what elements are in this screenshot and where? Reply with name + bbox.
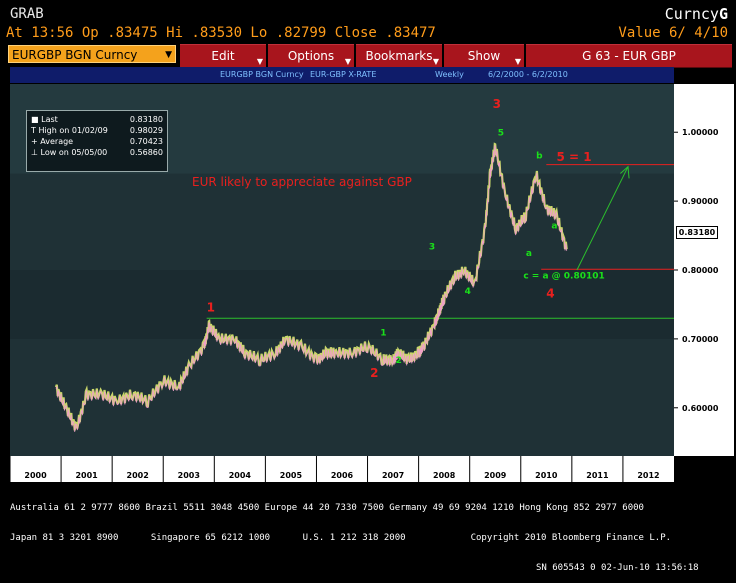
legend-high-value: 0.98029 — [129, 126, 163, 135]
options-menu[interactable]: Options ▼ — [268, 44, 354, 68]
legend-average: + Average 0.70423 — [27, 136, 167, 147]
legend-low-value: 0.56860 — [129, 148, 163, 157]
x-tick-label: 2008 — [433, 471, 456, 480]
x-tick-label: 2000 — [24, 471, 47, 480]
x-tick-label: 2012 — [637, 471, 659, 480]
edit-label: Edit — [211, 49, 235, 63]
subheader-range: 6/2/2000 - 6/2/2010 — [488, 70, 568, 79]
wave-label-13: c = a @ 0.80101 — [523, 271, 604, 281]
options-menu-arrow-icon: ▼ — [344, 57, 351, 66]
wave-label-2: 3 — [493, 97, 501, 111]
wave-label-9: 5 — [498, 129, 504, 139]
x-tick-label: 2002 — [127, 471, 149, 480]
show-label: Show — [467, 49, 501, 63]
legend-high-label: High on 01/02/09 — [38, 126, 108, 135]
footer-line-2: Japan 81 3 3201 8900 Singapore 65 6212 1… — [10, 533, 672, 543]
curncy-title-suffix: G — [718, 5, 728, 23]
y-tick-label: 1.00000 — [682, 128, 719, 137]
footer-line-1: Australia 61 2 9777 8600 Brazil 5511 304… — [10, 503, 644, 513]
legend-low-label: Low on 05/05/00 — [40, 148, 108, 157]
x-axis-panel — [10, 456, 674, 482]
curncy-title-prefix: Curncy — [664, 5, 719, 23]
x-tick-label: 2001 — [75, 471, 98, 480]
footer: Australia 61 2 9777 8600 Brazil 5511 304… — [10, 483, 699, 583]
wave-label-12: a — [551, 222, 557, 232]
y-tick-label: 0.60000 — [682, 404, 719, 413]
projection-arrow — [576, 166, 629, 271]
square-icon: ■ — [31, 115, 39, 124]
bookmarks-label: Bookmarks — [365, 49, 433, 63]
legend-avg-label: Average — [40, 137, 74, 146]
x-tick-label: 2009 — [484, 471, 507, 480]
wave-label-8: 4 — [465, 287, 471, 297]
left-title: GRAB — [10, 6, 44, 22]
subheader-period: Weekly — [435, 70, 464, 79]
price-series-candles — [55, 144, 568, 432]
page-id-label: G 63 - EUR GBP — [582, 49, 676, 63]
wave-label-5: 1 — [380, 328, 386, 338]
value-line: Value 6/ 4/10 — [618, 25, 728, 41]
subheader-desc: EUR-GBP X-RATE — [310, 70, 377, 79]
legend-low: ⊥ Low on 05/05/00 0.56860 — [27, 147, 167, 158]
bookmarks-menu-arrow-icon: ▼ — [432, 57, 439, 66]
plot-band — [10, 270, 674, 339]
x-tick-label: 2003 — [178, 471, 200, 480]
x-tick-label: 2005 — [280, 471, 303, 480]
chevron-down-icon[interactable]: ▼ — [165, 50, 172, 60]
legend-last-value: 0.83180 — [129, 115, 163, 124]
y-tick-label: 0.80000 — [682, 266, 719, 275]
wave-label-0: 1 — [207, 300, 215, 314]
x-tick-label: 2004 — [229, 471, 252, 480]
curncy-title: CurncyG — [665, 5, 728, 23]
legend-last: ■ Last 0.83180 — [27, 114, 167, 125]
wave-label-4: 5 = 1 — [557, 150, 592, 164]
y-tick-label: 0.90000 — [682, 197, 719, 206]
arrow-head-icon — [620, 165, 630, 179]
chart-legend: ■ Last 0.83180 T High on 01/02/09 0.98029 … — [26, 110, 168, 172]
x-tick-label: 2010 — [535, 471, 558, 480]
wave-label-6: 2 — [396, 356, 402, 366]
bookmarks-menu[interactable]: Bookmarks ▼ — [356, 44, 442, 68]
wave-label-3: 4 — [546, 287, 554, 301]
chart-subheader: EURGBP BGN Curncy EUR-GBP X-RATE Weekly … — [10, 67, 674, 83]
options-label: Options — [287, 49, 335, 63]
x-tick-label: 2007 — [382, 471, 404, 480]
wave-label-1: 2 — [370, 366, 378, 380]
security-input[interactable]: EURGBP BGN Curncy ▼ — [8, 45, 176, 63]
show-menu-arrow-icon: ▼ — [514, 57, 521, 66]
high-marker-icon: T — [31, 126, 36, 135]
price-chart: 1 2 3 4 5 = 1 1 2 3 4 5 a b a c = a @ 0.80101 1.00000 0… — [9, 97, 719, 482]
subheader-ticker: EURGBP BGN Curncy — [220, 70, 304, 79]
low-marker-icon: ⊥ — [31, 148, 38, 157]
x-tick-label: 2011 — [586, 471, 609, 480]
security-label: EURGBP BGN Curncy — [12, 48, 138, 62]
legend-last-label: Last — [41, 115, 58, 124]
average-marker-icon: + — [31, 137, 38, 146]
footer-line-3: SN 605543 0 02-Jun-10 13:56:18 — [536, 563, 699, 573]
edit-menu-arrow-icon: ▼ — [256, 57, 263, 66]
annotation-text: EUR likely to appreciate against GBP — [192, 175, 412, 189]
legend-high: T High on 01/02/09 0.98029 — [27, 125, 167, 136]
wave-label-7: 3 — [429, 242, 435, 252]
wave-label-11: b — [536, 151, 543, 161]
x-tick-label: 2006 — [331, 471, 354, 480]
page-id-button[interactable]: G 63 - EUR GBP — [526, 44, 732, 68]
y-tick-label: 0.70000 — [682, 335, 719, 344]
legend-avg-value: 0.70423 — [129, 137, 163, 146]
wave-label-10: a — [526, 249, 532, 259]
quote-line: At 13:56 Op .83475 Hi .83530 Lo .82799 C… — [6, 25, 436, 41]
last-price-tag: 0.83180 — [676, 226, 718, 239]
y-axis-panel — [674, 84, 734, 456]
